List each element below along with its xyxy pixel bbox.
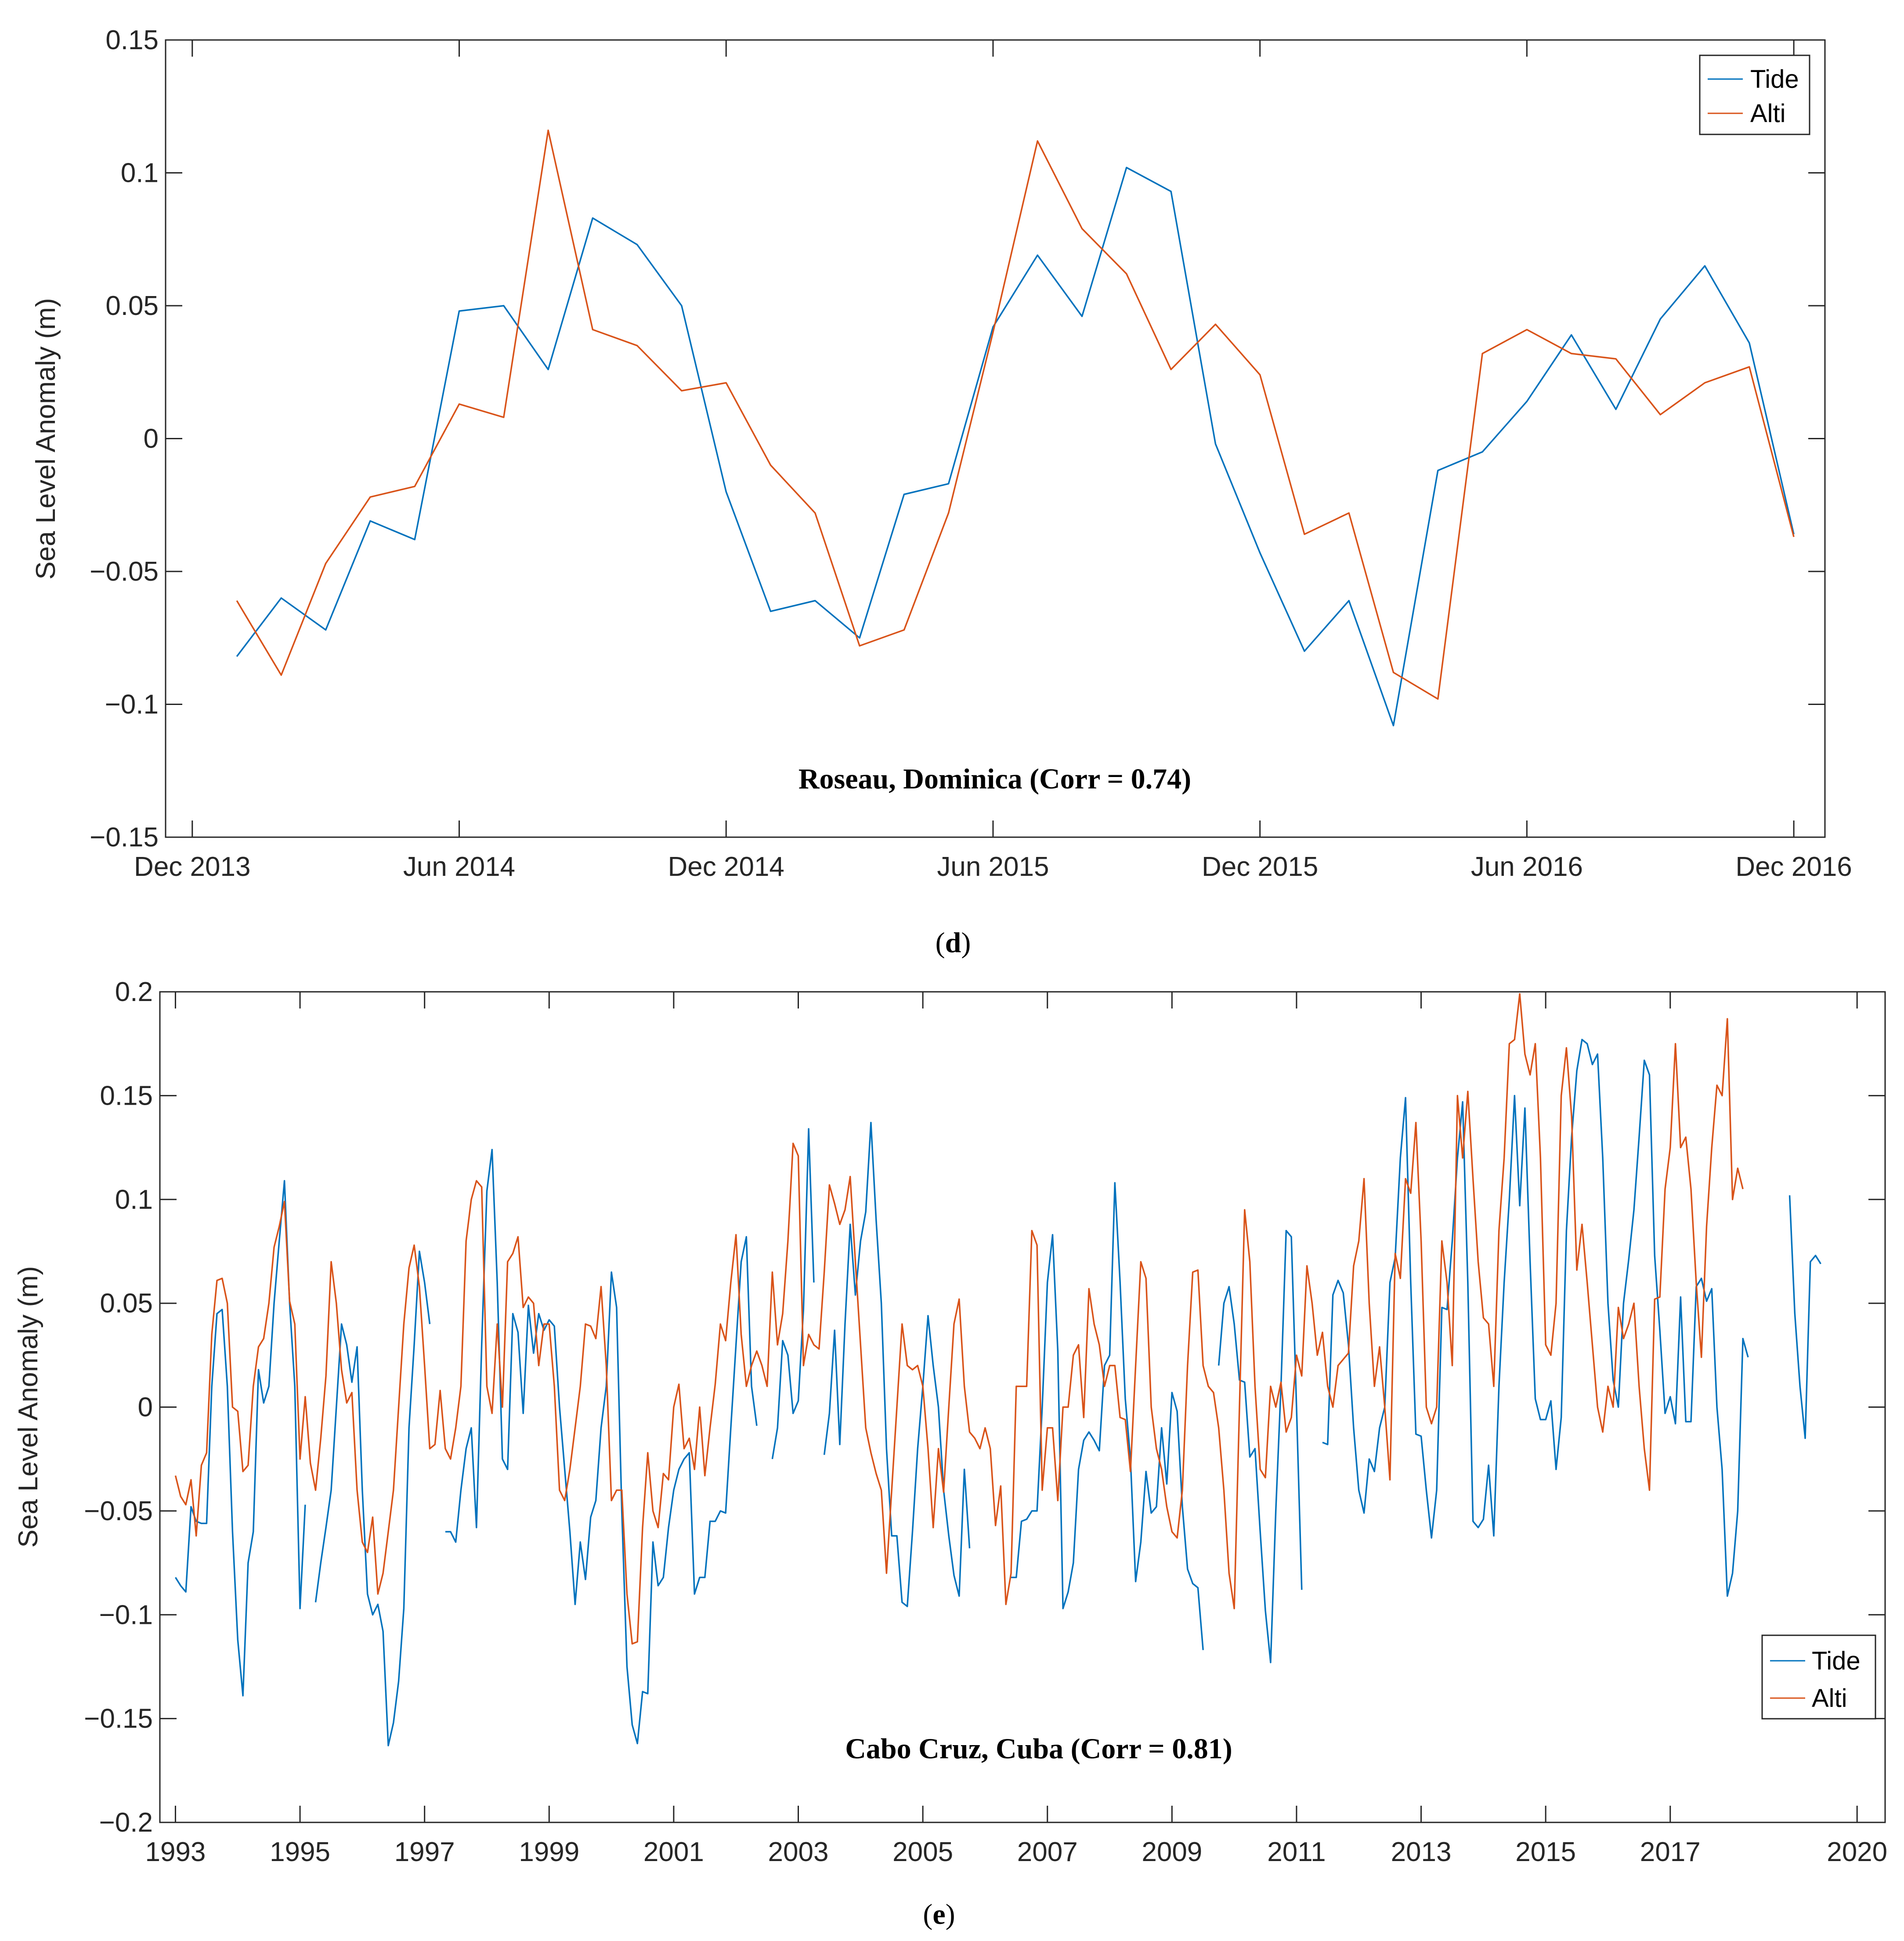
y-tick-label-d: −0.05 xyxy=(90,557,159,587)
x-tick-label-d: Jun 2015 xyxy=(937,852,1049,882)
plot-area-d xyxy=(165,39,1826,838)
x-tick-label-d: Dec 2015 xyxy=(1202,852,1318,882)
x-tick-label-e: 1999 xyxy=(519,1837,579,1867)
caption-d: (d) xyxy=(936,927,971,959)
x-tick-label-e: 2015 xyxy=(1515,1837,1576,1867)
x-tick-label-e: 2013 xyxy=(1391,1837,1452,1867)
y-tick-label-e: −0.15 xyxy=(84,1704,153,1734)
x-tick-label-e: 2017 xyxy=(1640,1837,1701,1867)
y-tick-label-d: 0 xyxy=(144,424,159,454)
x-tick-label-e: 1993 xyxy=(145,1837,206,1867)
y-tick-label-e: 0.05 xyxy=(100,1288,153,1319)
legend-e: Tide Alti xyxy=(1761,1634,1876,1720)
y-tick-label-e: 0.2 xyxy=(115,977,153,1007)
series-line-alti-d xyxy=(236,129,1795,700)
y-tick-label-e: 0.15 xyxy=(100,1081,153,1111)
x-tick-label-d: Dec 2014 xyxy=(668,852,784,882)
caption-e: (e) xyxy=(923,1898,955,1930)
x-tick-label-e: 2005 xyxy=(892,1837,953,1867)
y-tick-label-e: −0.1 xyxy=(99,1600,153,1630)
y-tick-label-d: 0.1 xyxy=(121,158,159,188)
caption-letter-e: e xyxy=(932,1898,945,1930)
y-tick-label-e: −0.2 xyxy=(99,1807,153,1838)
y-tick-label-d: −0.15 xyxy=(90,822,159,853)
x-tick-label-d: Jun 2014 xyxy=(403,852,515,882)
x-tick-label-e: 2009 xyxy=(1142,1837,1202,1867)
legend-label-tide-e: Tide xyxy=(1812,1647,1861,1675)
chart-panel-e: −0.2 −0.15 −0.1 −0.05 0 0.05 0.1 0.15 0.2 1993 19… xyxy=(13,977,1887,1930)
y-tick-label-d: −0.1 xyxy=(105,690,159,720)
x-tick-label-e: 2003 xyxy=(768,1837,829,1867)
legend-d: Tide Alti xyxy=(1699,54,1810,135)
x-tick-label-d: Dec 2016 xyxy=(1735,852,1852,882)
x-tick-label-e: 1995 xyxy=(270,1837,330,1867)
x-tick-label-d: Jun 2016 xyxy=(1471,852,1583,882)
y-tick-label-e: −0.05 xyxy=(84,1496,153,1526)
x-tick-label-e: 1997 xyxy=(394,1837,455,1867)
x-tick-label-e: 2007 xyxy=(1017,1837,1078,1867)
x-tick-label-e: 2020 xyxy=(1827,1837,1887,1867)
y-tick-label-d: 0.15 xyxy=(105,25,159,55)
series-line-tide-e xyxy=(175,1038,1821,1746)
y-tick-label-e: 0 xyxy=(138,1392,153,1423)
y-axis-label-d: Sea Level Anomaly (m) xyxy=(31,298,61,580)
series-line-alti-e xyxy=(174,993,1744,1645)
chart-panel-d: −0.15 −0.1 −0.05 0 0.05 0.1 0.15 Dec 2013 Jun 2… xyxy=(31,25,1852,959)
annotation-e: Cabo Cruz, Cuba (Corr = 0.81) xyxy=(845,1733,1232,1765)
caption-letter-d: d xyxy=(945,927,961,959)
legend-label-alti-d: Alti xyxy=(1750,99,1786,128)
x-tick-label-d: Dec 2013 xyxy=(134,852,250,882)
y-tick-label-d: 0.05 xyxy=(105,291,159,321)
series-line-tide-d xyxy=(236,166,1795,727)
y-tick-label-e: 0.1 xyxy=(115,1185,153,1215)
plot-area-e xyxy=(159,991,1886,1823)
legend-label-tide-d: Tide xyxy=(1750,65,1799,94)
legend-label-alti-e: Alti xyxy=(1812,1684,1847,1713)
x-tick-label-e: 2001 xyxy=(643,1837,704,1867)
annotation-d: Roseau, Dominica (Corr = 0.74) xyxy=(798,763,1191,795)
y-axis-label-e: Sea Level Anomaly (m) xyxy=(13,1266,43,1548)
x-tick-label-e: 2011 xyxy=(1267,1837,1326,1867)
